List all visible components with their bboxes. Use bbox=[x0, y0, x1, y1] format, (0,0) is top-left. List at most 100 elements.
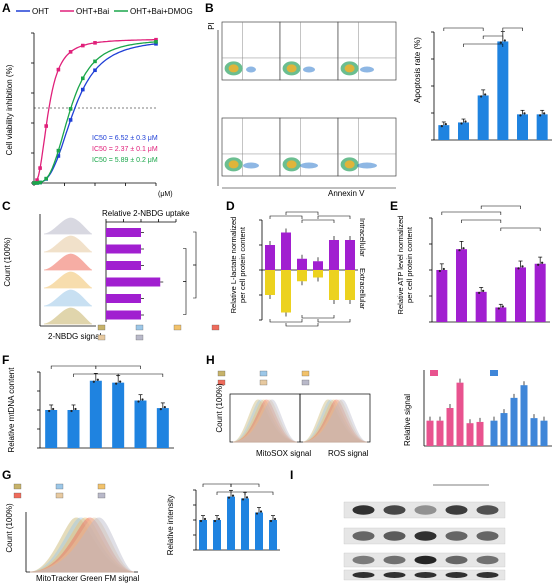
data-point bbox=[478, 291, 481, 294]
panel-a-legend: OHT OHT+Bai OHT+Bai+DMOG bbox=[16, 7, 193, 16]
panel-E: E Relative ATP level normalized per cell… bbox=[390, 199, 550, 323]
panel-d-extracellular: Extracellular bbox=[358, 268, 367, 310]
bar-extracellular bbox=[297, 270, 307, 282]
panel-f-ylabel: Relative mtDNA content bbox=[7, 367, 16, 453]
sig-bracket bbox=[117, 373, 164, 377]
data-point bbox=[96, 378, 99, 381]
bar bbox=[438, 125, 450, 140]
data-point bbox=[444, 123, 447, 126]
sig-bracket bbox=[317, 319, 351, 323]
cell-cluster-core bbox=[228, 160, 239, 169]
sig-bracket bbox=[50, 365, 97, 369]
legend-swatch bbox=[97, 492, 106, 499]
apoptotic-cluster bbox=[246, 66, 256, 73]
panel-i-western-blot bbox=[343, 484, 506, 581]
bar-intracellular bbox=[329, 240, 339, 270]
blot-band bbox=[383, 531, 406, 541]
bar bbox=[213, 520, 221, 550]
cell-cluster-core bbox=[344, 160, 355, 169]
apoptotic-cluster bbox=[303, 66, 315, 73]
data-point bbox=[501, 305, 504, 308]
data-point bbox=[115, 382, 118, 385]
data-point bbox=[273, 517, 277, 521]
data-point bbox=[464, 120, 467, 123]
data-point bbox=[259, 510, 263, 513]
blot-band bbox=[383, 505, 406, 515]
panel-h-histograms bbox=[229, 393, 371, 443]
data-point bbox=[52, 407, 55, 411]
legend-swatch bbox=[97, 324, 106, 331]
bar-intracellular bbox=[265, 245, 275, 270]
blot-band bbox=[445, 531, 468, 541]
bar bbox=[446, 408, 454, 446]
panel-c-xlabel: 2-NBDG signal bbox=[48, 332, 102, 341]
data-point bbox=[499, 41, 502, 44]
bar-extracellular bbox=[345, 270, 355, 300]
blot-strip bbox=[343, 501, 506, 519]
panel-a-curves bbox=[32, 37, 158, 185]
histogram bbox=[43, 217, 93, 235]
panel-e-chart bbox=[429, 205, 550, 323]
panel-c-ylabel: Count (100%) bbox=[3, 237, 12, 287]
panel-e-letter: E bbox=[390, 199, 398, 213]
apoptotic-cluster bbox=[243, 162, 259, 169]
panel-C: C Count (100%) 2-NBDG signal Relative 2-… bbox=[2, 199, 220, 341]
data-point bbox=[163, 406, 166, 409]
panel-g-xlabel: MitoTracker Green FM signal bbox=[36, 574, 140, 583]
histogram bbox=[232, 399, 298, 443]
bar bbox=[241, 498, 249, 550]
blot-band bbox=[414, 572, 437, 578]
sig-bracket bbox=[441, 211, 502, 215]
legend-swatch bbox=[135, 324, 144, 331]
sig-bracket bbox=[285, 211, 319, 215]
data-point bbox=[32, 181, 36, 185]
bar-intracellular bbox=[297, 258, 307, 270]
sig-bracket bbox=[202, 483, 232, 487]
data-point bbox=[35, 181, 39, 185]
blot-band bbox=[476, 531, 499, 541]
bar bbox=[515, 267, 526, 322]
data-point bbox=[92, 380, 95, 383]
sig-bracket bbox=[480, 205, 521, 209]
legend-swatch bbox=[173, 324, 182, 331]
data-point bbox=[517, 267, 520, 270]
bar bbox=[540, 420, 548, 446]
data-point bbox=[519, 114, 522, 117]
panel-G: G Count (100%) MitoTracker Green FM sign… bbox=[2, 468, 280, 583]
panel-g-histograms bbox=[25, 512, 138, 573]
panel-F: F Relative mtDNA content bbox=[2, 353, 174, 452]
histogram bbox=[43, 307, 93, 325]
blot-band bbox=[476, 505, 499, 515]
data-point bbox=[68, 107, 73, 111]
ic50-oht-bai-dmog: IC50 = 5.89 ± 0.2 μM bbox=[92, 157, 158, 164]
data-point bbox=[269, 519, 273, 523]
data-point bbox=[35, 178, 39, 182]
data-point bbox=[38, 166, 42, 170]
panel-b-bar-ylabel: Apoptosis rate (%) bbox=[413, 37, 422, 103]
data-point bbox=[137, 400, 140, 403]
bar-extracellular bbox=[265, 270, 275, 295]
bar bbox=[436, 270, 448, 322]
panel-f-letter: F bbox=[2, 353, 9, 367]
data-point bbox=[56, 154, 61, 158]
histogram bbox=[232, 399, 298, 443]
bar bbox=[106, 228, 141, 237]
cell-cluster-core bbox=[228, 64, 239, 73]
data-point bbox=[537, 263, 540, 266]
data-point bbox=[81, 87, 85, 92]
histogram bbox=[232, 399, 298, 443]
panel-i-letter: I bbox=[290, 468, 293, 482]
bar bbox=[45, 410, 58, 448]
blot-band bbox=[352, 505, 375, 515]
ic50-oht: IC50 = 6.52 ± 0.3 μM bbox=[92, 135, 158, 142]
data-point bbox=[484, 93, 487, 96]
data-point bbox=[44, 176, 48, 181]
bar bbox=[199, 520, 207, 550]
blot-band bbox=[383, 555, 406, 565]
data-point bbox=[199, 519, 203, 523]
sig-bracket bbox=[193, 231, 197, 266]
bar-extracellular bbox=[281, 270, 291, 313]
histogram bbox=[29, 517, 135, 573]
panel-c-legend bbox=[97, 324, 220, 341]
sig-bracket bbox=[193, 264, 197, 299]
